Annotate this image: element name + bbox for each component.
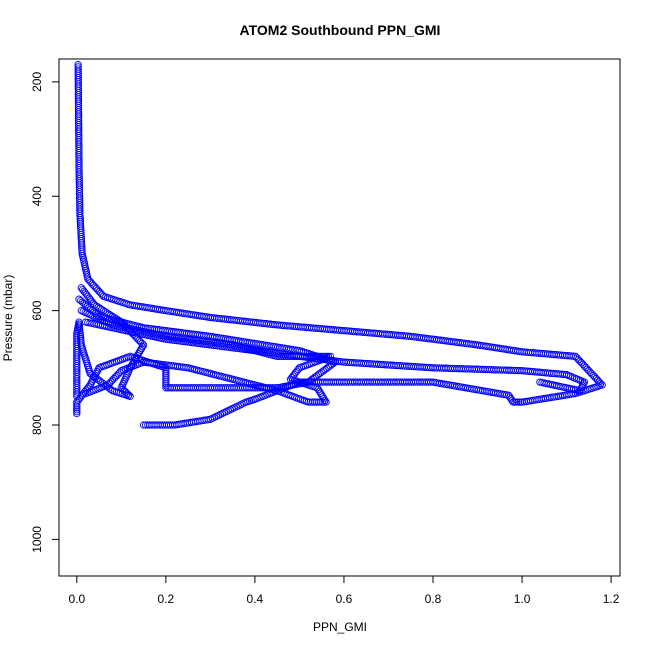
y-axis: 200 400 600 800 1000 bbox=[30, 72, 60, 553]
data-point bbox=[136, 346, 145, 354]
data-point bbox=[313, 384, 321, 392]
x-axis-label: PPN_GMI bbox=[313, 620, 367, 634]
data-point bbox=[110, 313, 118, 322]
data-point bbox=[228, 405, 236, 413]
data-point bbox=[73, 390, 81, 398]
data-point bbox=[73, 388, 81, 396]
data-point bbox=[316, 389, 325, 397]
data-point bbox=[144, 421, 152, 429]
data-point bbox=[220, 408, 228, 417]
data-point bbox=[569, 352, 577, 360]
data-point bbox=[131, 355, 140, 363]
data-point bbox=[73, 392, 81, 401]
data-point bbox=[90, 301, 99, 309]
data-point bbox=[138, 339, 146, 348]
data-point bbox=[89, 375, 97, 383]
y-tick-label: 200 bbox=[30, 72, 44, 92]
data-point bbox=[73, 408, 81, 416]
data-point bbox=[314, 385, 323, 394]
data-point bbox=[87, 379, 95, 387]
data-point bbox=[95, 364, 103, 372]
data-point bbox=[132, 353, 141, 361]
data-point bbox=[106, 311, 115, 319]
data-point bbox=[312, 398, 320, 406]
data-point bbox=[318, 391, 326, 399]
data-point bbox=[135, 348, 144, 356]
x-tick-label: 0.2 bbox=[158, 592, 175, 606]
data-point bbox=[73, 400, 81, 408]
data-point bbox=[73, 404, 81, 412]
data-point bbox=[536, 378, 544, 386]
y-axis-label: Pressure (mbar) bbox=[1, 275, 15, 362]
y-tick-label: 600 bbox=[30, 300, 44, 320]
data-point bbox=[134, 350, 143, 358]
data-point bbox=[73, 402, 81, 410]
y-tick-label: 800 bbox=[30, 415, 44, 435]
data-point bbox=[238, 400, 246, 408]
data-point bbox=[314, 398, 322, 406]
data-point bbox=[73, 406, 81, 414]
y-tick-label: 400 bbox=[30, 186, 44, 206]
data-point bbox=[516, 398, 524, 406]
data-point bbox=[133, 351, 142, 360]
data-point bbox=[98, 305, 106, 314]
x-tick-label: 1.0 bbox=[514, 592, 531, 606]
x-tick-label: 0.8 bbox=[425, 592, 442, 606]
data-point bbox=[315, 387, 324, 396]
data-point bbox=[166, 384, 174, 392]
data-point bbox=[99, 306, 108, 315]
data-point bbox=[112, 314, 120, 323]
x-tick-label: 0.4 bbox=[247, 592, 264, 606]
data-point bbox=[142, 421, 150, 429]
data-point bbox=[73, 398, 81, 406]
x-axis: 0.0 0.2 0.4 0.6 0.8 1.0 1.2 bbox=[68, 575, 620, 606]
data-point bbox=[127, 362, 135, 370]
data-point bbox=[82, 389, 90, 398]
data-point bbox=[73, 409, 81, 418]
data-point bbox=[139, 341, 148, 349]
data-point bbox=[513, 398, 521, 406]
data-point bbox=[108, 312, 117, 321]
x-tick-label: 0.6 bbox=[336, 592, 353, 606]
data-point bbox=[138, 343, 147, 351]
data-point bbox=[316, 398, 324, 406]
data-points-layer bbox=[73, 61, 606, 429]
x-tick-label: 0.0 bbox=[68, 592, 85, 606]
data-point bbox=[92, 302, 101, 310]
data-point bbox=[514, 398, 523, 406]
data-point bbox=[101, 308, 109, 316]
y-tick-label: 1000 bbox=[30, 526, 44, 553]
data-point bbox=[322, 398, 330, 406]
data-point bbox=[129, 358, 137, 367]
data-point bbox=[94, 366, 102, 374]
data-point bbox=[130, 357, 138, 365]
data-point bbox=[139, 421, 148, 429]
chart-title: ATOM2 Southbound PPN_GMI bbox=[240, 22, 441, 38]
x-tick-label: 1.2 bbox=[603, 592, 620, 606]
data-point bbox=[128, 360, 136, 368]
